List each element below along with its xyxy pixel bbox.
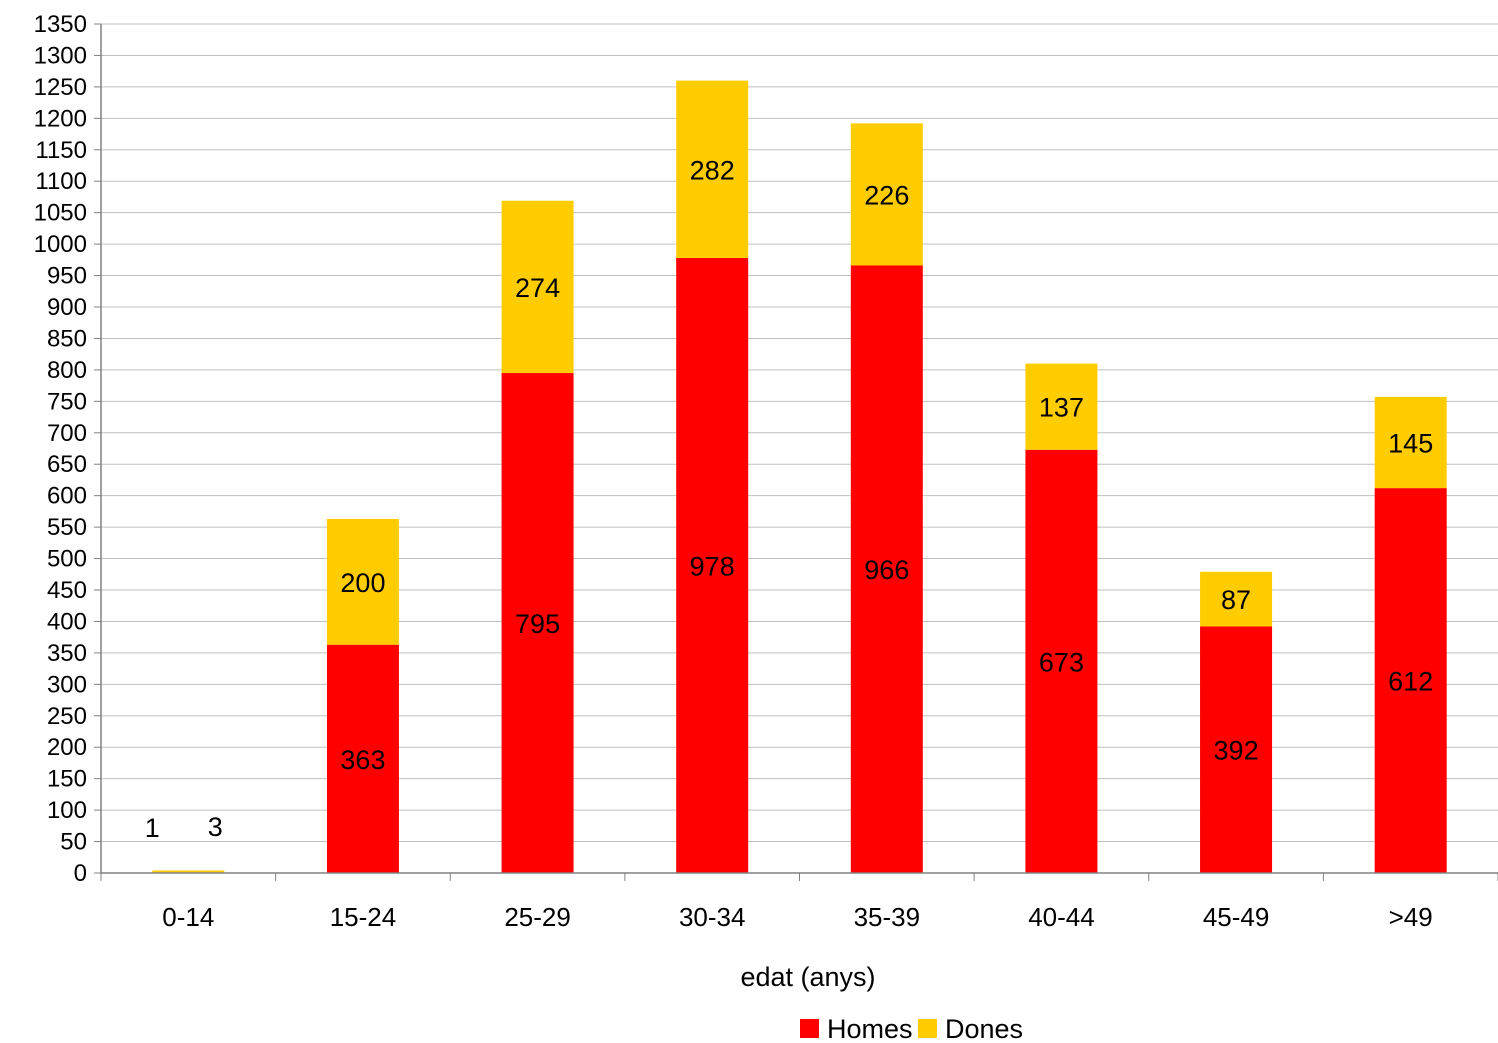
legend-label-homes: Homes bbox=[827, 1014, 913, 1043]
bar-homes->49 bbox=[1374, 488, 1447, 873]
x-tick-label: 35-39 bbox=[854, 902, 921, 932]
data-label: 392 bbox=[1214, 736, 1259, 766]
y-tick-label: 100 bbox=[47, 797, 87, 824]
bar-homes-25-29 bbox=[501, 373, 574, 873]
legend-label-dones: Dones bbox=[945, 1014, 1023, 1043]
data-label: 978 bbox=[690, 551, 735, 581]
x-tick-label: >49 bbox=[1389, 902, 1433, 932]
y-tick-label: 450 bbox=[47, 577, 87, 604]
legend-swatch-dones bbox=[918, 1019, 937, 1038]
bar-dones-15-24 bbox=[326, 518, 399, 645]
data-label: 200 bbox=[340, 568, 385, 598]
data-label: 3 bbox=[208, 812, 223, 842]
y-tick-label: 1100 bbox=[35, 168, 87, 195]
legend: Homes Dones bbox=[800, 1014, 1023, 1043]
y-tick-label: 150 bbox=[47, 766, 87, 793]
y-tick-label: 1050 bbox=[34, 200, 87, 227]
y-tick-label: 950 bbox=[47, 263, 87, 290]
y-tick-label: 50 bbox=[60, 829, 87, 856]
x-tick-label: 15-24 bbox=[330, 902, 397, 932]
x-tick-label: 30-34 bbox=[679, 902, 746, 932]
data-label: 145 bbox=[1388, 429, 1433, 459]
y-tick-label: 1150 bbox=[35, 137, 87, 164]
data-label: 795 bbox=[515, 609, 560, 639]
data-label: 612 bbox=[1388, 667, 1433, 697]
y-tick-labels: 0 50 100 150 200 250 300 350 400 450 500 550 600 650 7… bbox=[34, 11, 87, 887]
y-tick-label: 250 bbox=[47, 703, 87, 730]
y-tick-label: 1250 bbox=[34, 74, 87, 101]
y-tick-label: 900 bbox=[47, 294, 87, 321]
data-label: 274 bbox=[515, 273, 560, 303]
x-tick-label: 0-14 bbox=[162, 902, 214, 932]
y-tick-label: 400 bbox=[47, 608, 87, 635]
x-tick-labels: 0-14 15-24 25-29 30-34 35-39 40-44 45-49 >49 bbox=[162, 902, 1432, 932]
bar-homes-40-44 bbox=[1025, 449, 1098, 873]
x-tick-label: 40-44 bbox=[1028, 902, 1095, 932]
y-tick-label: 700 bbox=[47, 420, 87, 447]
y-tick-label: 1000 bbox=[34, 231, 87, 258]
bar-homes-35-39 bbox=[850, 265, 923, 873]
axes bbox=[94, 23, 1498, 881]
data-label: 966 bbox=[864, 555, 909, 585]
y-tick-label: 300 bbox=[47, 671, 87, 698]
data-label: 1 bbox=[145, 813, 160, 843]
y-tick-label: 550 bbox=[47, 514, 87, 541]
data-label: 282 bbox=[690, 155, 735, 185]
data-label: 137 bbox=[1039, 393, 1084, 423]
bar-homes-45-49 bbox=[1200, 626, 1273, 873]
y-tick-label: 1200 bbox=[34, 105, 87, 132]
x-tick-label: 45-49 bbox=[1203, 902, 1270, 932]
y-tick-label: 850 bbox=[47, 325, 87, 352]
bar-dones-40-44 bbox=[1025, 363, 1098, 450]
y-tick-label: 200 bbox=[47, 734, 87, 761]
bar-dones-30-34 bbox=[676, 80, 749, 258]
legend-swatch-homes bbox=[800, 1019, 819, 1038]
data-label: 226 bbox=[864, 180, 909, 210]
y-tick-label: 500 bbox=[47, 546, 87, 573]
gridlines bbox=[101, 23, 1498, 843]
y-tick-label: 800 bbox=[47, 357, 87, 384]
data-labels: 1 3 363 200 795 274 978 282 966 226 673 137 392 87 612… bbox=[145, 155, 1433, 843]
bar-homes-30-34 bbox=[676, 257, 749, 873]
bar-homes-15-24 bbox=[326, 644, 399, 873]
bars bbox=[152, 80, 1447, 873]
x-tick-label: 25-29 bbox=[504, 902, 571, 932]
x-axis-title: edat (anys) bbox=[740, 962, 875, 992]
y-tick-label: 600 bbox=[47, 483, 87, 510]
bar-dones-45-49 bbox=[1200, 571, 1273, 627]
y-tick-label: 1350 bbox=[34, 11, 87, 38]
bar-dones-35-39 bbox=[850, 123, 923, 266]
data-label: 673 bbox=[1039, 647, 1084, 677]
y-tick-label: 750 bbox=[47, 388, 87, 415]
data-label: 363 bbox=[340, 745, 385, 775]
y-tick-label: 0 bbox=[74, 860, 87, 887]
bar-dones-0-14 bbox=[152, 870, 225, 873]
bar-dones-25-29 bbox=[501, 200, 574, 374]
bar-dones->49 bbox=[1374, 396, 1447, 489]
y-tick-label: 1300 bbox=[34, 42, 87, 69]
y-tick-label: 350 bbox=[47, 640, 87, 667]
y-tick-label: 650 bbox=[47, 451, 87, 478]
data-label: 87 bbox=[1221, 585, 1251, 615]
